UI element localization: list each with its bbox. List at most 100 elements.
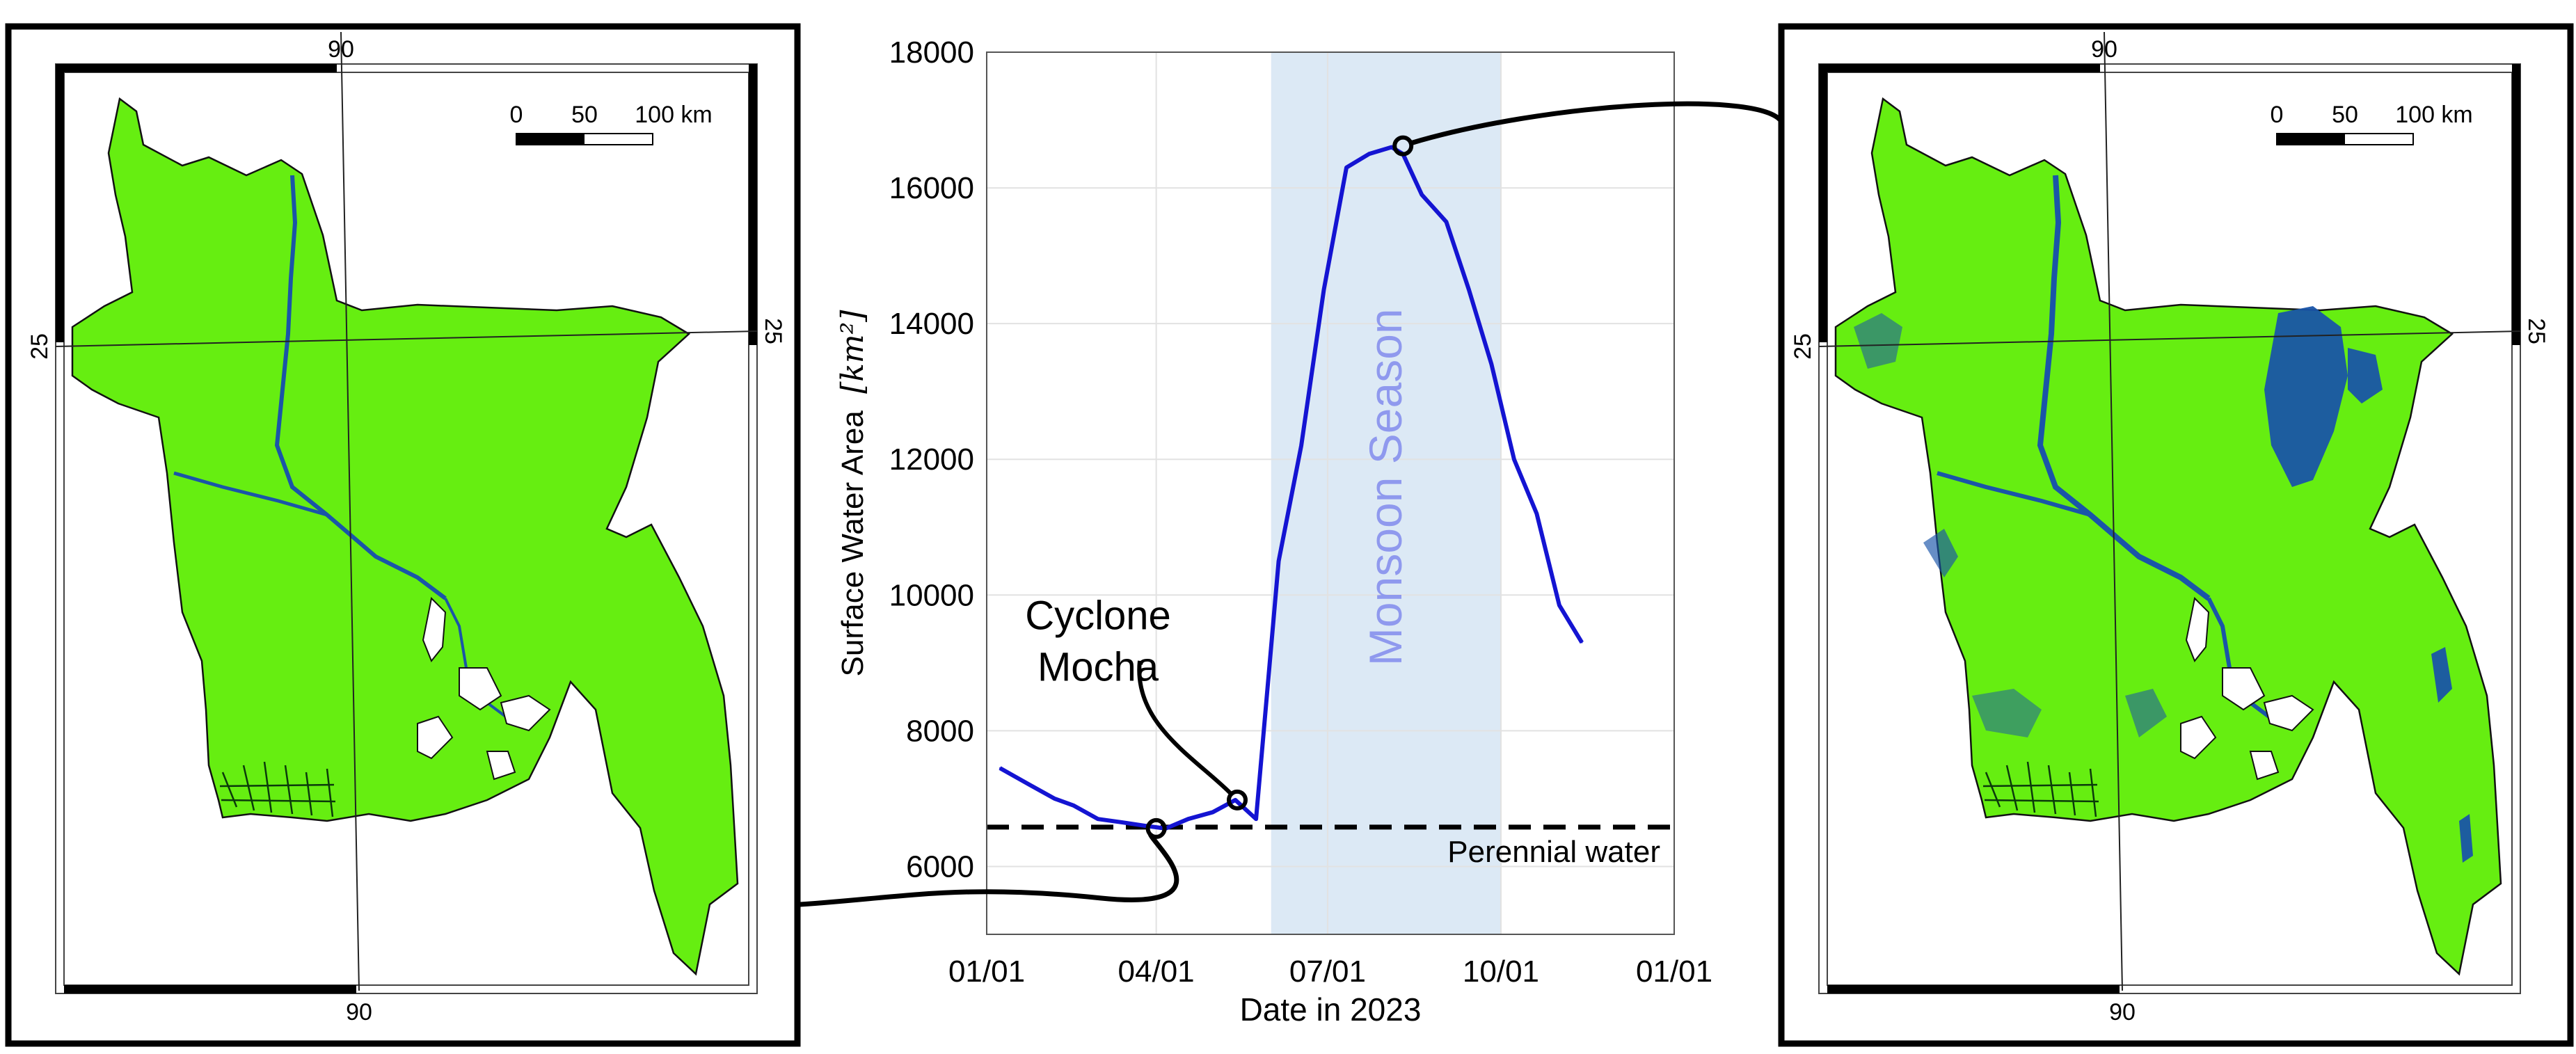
y-axis-label: Surface Water Area [km²] bbox=[835, 310, 870, 677]
monsoon-season-band bbox=[1271, 52, 1501, 934]
x-tick-labels: 01/01 04/01 07/01 10/01 01/01 bbox=[948, 955, 1712, 989]
series-point bbox=[1187, 818, 1189, 820]
perennial-water-label: Perennial water bbox=[1447, 835, 1660, 869]
lat-label-left: 25 bbox=[26, 333, 53, 360]
monsoon-season-label: Monsoon Season bbox=[1360, 308, 1411, 666]
x-tick-label: 10/01 bbox=[1463, 955, 1539, 989]
y-tick-label: 16000 bbox=[889, 171, 974, 205]
lon-label-bottom: 90 bbox=[2109, 999, 2136, 1025]
lat-label-right: 25 bbox=[760, 318, 786, 344]
chart-axes-frame bbox=[986, 51, 1675, 935]
parallel-25 bbox=[55, 330, 758, 347]
delta-islands bbox=[417, 596, 551, 781]
series-point bbox=[1097, 818, 1099, 820]
meridian-90 bbox=[340, 31, 360, 991]
series-point bbox=[1445, 221, 1447, 223]
map-frame-bar-right bbox=[749, 64, 757, 345]
series-point bbox=[1581, 641, 1583, 644]
y-tick-label: 10000 bbox=[889, 578, 974, 612]
series-point bbox=[1054, 797, 1056, 799]
series-point bbox=[1346, 166, 1348, 168]
lat-label-right: 25 bbox=[2523, 318, 2550, 344]
series-point bbox=[1390, 146, 1392, 148]
river-padma bbox=[173, 471, 328, 517]
x-tick-label: 01/01 bbox=[1636, 955, 1712, 989]
series-point bbox=[1029, 784, 1031, 786]
map-frame-bar-top bbox=[1819, 64, 2100, 72]
series-point bbox=[1421, 193, 1423, 195]
highlight-marker bbox=[1392, 135, 1414, 157]
series-point bbox=[1301, 445, 1303, 447]
bangladesh-land-shape bbox=[1834, 97, 2502, 976]
map-panel-border bbox=[1778, 23, 2574, 1047]
y-tick-label: 12000 bbox=[889, 442, 974, 477]
series-point bbox=[1468, 289, 1470, 291]
map-frame-bar-bottom bbox=[1827, 985, 2120, 993]
cyclone-annotation-leader bbox=[1137, 660, 1232, 795]
parallel-25 bbox=[1818, 330, 2521, 347]
series-point bbox=[1144, 824, 1146, 827]
map-neatline bbox=[63, 72, 749, 986]
map-neatline bbox=[1827, 72, 2513, 986]
river-brahmaputra bbox=[2037, 175, 2211, 601]
scale-label-100km: 100 km bbox=[635, 102, 713, 128]
lon-label-bottom: 90 bbox=[346, 999, 372, 1025]
lon-label-top: 90 bbox=[328, 36, 354, 63]
surface-water-chart: Monsoon Season Perennial water Cyclone M… bbox=[835, 35, 1712, 1028]
sundarbans-region bbox=[219, 761, 336, 817]
sundarbans-region bbox=[1982, 761, 2099, 817]
y-axis-label-text: Surface Water Area bbox=[836, 410, 870, 677]
map-content bbox=[1834, 97, 2502, 976]
series-point bbox=[1536, 513, 1538, 515]
delta-islands bbox=[2180, 596, 2314, 781]
series-point bbox=[999, 767, 1001, 769]
map-panel-border bbox=[5, 23, 801, 1047]
connector-to-pre-flood-map bbox=[800, 830, 1179, 907]
scale-bar-fill bbox=[516, 134, 585, 145]
series-point bbox=[1255, 818, 1257, 820]
map-frame-bar-right bbox=[2512, 64, 2520, 345]
series-point bbox=[1234, 799, 1237, 801]
y-tick-label: 8000 bbox=[906, 714, 974, 748]
series-point bbox=[1490, 363, 1493, 365]
cyclone-label-line2: Mocha bbox=[1037, 645, 1159, 690]
highlight-marker bbox=[1227, 789, 1248, 811]
series-point bbox=[1558, 604, 1560, 606]
y-axis-label-unit: [km²] bbox=[835, 310, 870, 394]
scale-bar: 0 50 100 km bbox=[2271, 102, 2473, 145]
post-flood-map-panel: 90 90 25 25 0 50 100 km bbox=[1778, 23, 2574, 1047]
scale-label-100km: 100 km bbox=[2395, 102, 2473, 128]
y-tick-label: 6000 bbox=[906, 849, 974, 884]
bangladesh-land-shape bbox=[71, 97, 739, 976]
series-point bbox=[1072, 804, 1074, 806]
scale-label-0: 0 bbox=[510, 102, 523, 128]
river-brahmaputra bbox=[274, 175, 447, 600]
y-tick-labels: 6000 8000 10000 12000 14000 16000 18000 bbox=[889, 35, 974, 884]
flooded-areas bbox=[1854, 306, 2473, 863]
meridian-90 bbox=[2104, 31, 2123, 991]
lon-label-top: 90 bbox=[2091, 36, 2117, 63]
series-points bbox=[999, 146, 1583, 829]
x-tick-label: 04/01 bbox=[1118, 955, 1195, 989]
river-padma bbox=[1937, 471, 2091, 517]
scale-label-0: 0 bbox=[2271, 102, 2284, 128]
y-tick-label: 18000 bbox=[889, 35, 974, 70]
series-point bbox=[1513, 458, 1515, 461]
pre-flood-map-panel: 90 90 25 25 0 50 100 km bbox=[5, 23, 801, 1047]
highlight-marker bbox=[1145, 817, 1167, 839]
scale-bar-fill bbox=[2277, 134, 2345, 145]
series-point bbox=[1121, 822, 1123, 824]
series-point bbox=[1323, 289, 1325, 291]
series-point bbox=[1368, 153, 1370, 155]
x-tick-label: 01/01 bbox=[948, 955, 1025, 989]
series-point bbox=[1211, 811, 1214, 813]
highlight-markers bbox=[1145, 135, 1414, 839]
connector-to-post-flood-map bbox=[1410, 101, 1782, 145]
map-inner-frame bbox=[55, 63, 758, 994]
map-frame-bar-bottom bbox=[64, 985, 356, 993]
cyclone-label-line1: Cyclone bbox=[1025, 593, 1171, 639]
scale-bar: 0 50 100 km bbox=[510, 102, 713, 145]
map-frame-bar-left bbox=[1819, 64, 1827, 342]
scale-label-50: 50 bbox=[571, 102, 598, 128]
